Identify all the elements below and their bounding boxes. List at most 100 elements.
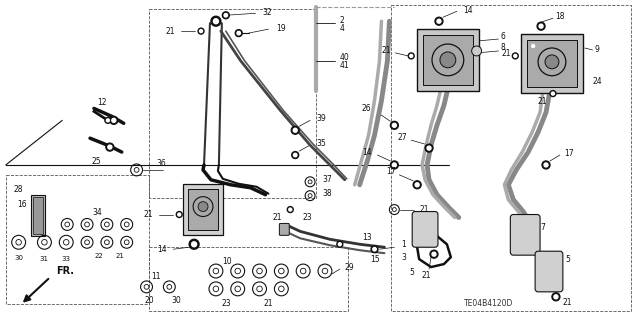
FancyBboxPatch shape: [183, 184, 223, 235]
Circle shape: [554, 295, 558, 299]
Circle shape: [106, 119, 109, 122]
Bar: [150, 9, 316, 198]
Text: 28: 28: [13, 185, 22, 194]
Text: 21: 21: [115, 253, 124, 259]
Text: 29: 29: [345, 263, 355, 271]
Text: 21: 21: [563, 298, 572, 307]
Circle shape: [440, 52, 456, 68]
Circle shape: [432, 252, 436, 256]
Circle shape: [408, 53, 414, 59]
Circle shape: [105, 117, 111, 123]
Circle shape: [236, 30, 242, 37]
Circle shape: [550, 91, 556, 97]
Circle shape: [542, 161, 550, 169]
Text: 26: 26: [362, 104, 372, 113]
FancyBboxPatch shape: [412, 211, 438, 247]
Circle shape: [289, 208, 292, 211]
Circle shape: [552, 293, 560, 301]
Circle shape: [213, 19, 218, 24]
Text: 10: 10: [222, 256, 232, 266]
Text: 23: 23: [221, 299, 230, 308]
Text: 20: 20: [145, 296, 154, 305]
Text: 25: 25: [91, 158, 100, 167]
Circle shape: [415, 183, 419, 187]
Text: 11: 11: [152, 272, 161, 281]
Text: 21: 21: [421, 271, 431, 280]
Circle shape: [413, 181, 421, 189]
Text: 16: 16: [17, 200, 27, 209]
Circle shape: [108, 145, 112, 149]
Circle shape: [410, 55, 413, 57]
FancyBboxPatch shape: [510, 214, 540, 255]
Circle shape: [292, 152, 299, 159]
Circle shape: [552, 92, 554, 95]
Circle shape: [222, 12, 229, 19]
Circle shape: [293, 128, 297, 132]
Text: 21: 21: [502, 49, 511, 58]
Text: 15: 15: [370, 255, 380, 263]
Circle shape: [512, 53, 518, 59]
Text: 9: 9: [595, 46, 600, 55]
Text: 14: 14: [463, 6, 472, 15]
Circle shape: [176, 211, 182, 218]
Text: 21: 21: [144, 210, 154, 219]
Text: 1: 1: [401, 240, 406, 249]
Bar: [423, 35, 473, 85]
Circle shape: [198, 28, 204, 34]
Circle shape: [211, 16, 221, 26]
Text: 17: 17: [564, 149, 573, 158]
Text: 32: 32: [262, 8, 272, 17]
Circle shape: [200, 30, 202, 33]
Bar: [527, 40, 577, 87]
Text: 30: 30: [172, 296, 181, 305]
Circle shape: [435, 17, 443, 25]
Bar: [33, 197, 44, 234]
Text: 12: 12: [97, 98, 107, 107]
Text: 23: 23: [302, 213, 312, 222]
Text: 5: 5: [566, 255, 571, 263]
Text: 21: 21: [538, 97, 547, 106]
Bar: [31, 195, 45, 236]
Text: 21: 21: [419, 205, 429, 214]
Circle shape: [189, 239, 199, 249]
Text: 24: 24: [593, 77, 602, 86]
Text: 39: 39: [316, 114, 326, 123]
Text: 41: 41: [340, 61, 349, 70]
Bar: [150, 247, 348, 311]
Text: 18: 18: [555, 12, 564, 21]
Text: 21: 21: [382, 47, 392, 56]
Circle shape: [425, 144, 433, 152]
Circle shape: [291, 126, 299, 134]
Circle shape: [430, 250, 438, 258]
Circle shape: [427, 146, 431, 150]
Text: 2: 2: [340, 16, 344, 25]
Text: 21: 21: [264, 299, 273, 308]
Circle shape: [237, 31, 241, 35]
Circle shape: [472, 46, 481, 56]
Circle shape: [339, 243, 341, 246]
Circle shape: [537, 22, 545, 30]
Text: 35: 35: [316, 139, 326, 148]
Circle shape: [191, 242, 196, 247]
Circle shape: [106, 143, 114, 151]
Circle shape: [532, 45, 534, 48]
Text: 27: 27: [397, 133, 407, 142]
Text: 21: 21: [166, 26, 175, 36]
Text: 31: 31: [40, 256, 49, 262]
Circle shape: [392, 163, 396, 167]
Circle shape: [539, 24, 543, 28]
Bar: [6, 175, 150, 304]
Text: 14: 14: [157, 245, 166, 254]
Circle shape: [437, 19, 441, 23]
Circle shape: [294, 153, 297, 157]
Text: 6: 6: [500, 32, 506, 41]
Circle shape: [372, 248, 376, 251]
Text: 7: 7: [540, 223, 545, 232]
Text: 17: 17: [386, 167, 396, 176]
Circle shape: [514, 55, 516, 57]
Text: 36: 36: [156, 160, 166, 168]
Circle shape: [198, 202, 208, 211]
Text: TE04B4120D: TE04B4120D: [464, 299, 513, 308]
Circle shape: [110, 116, 118, 124]
Circle shape: [392, 123, 396, 127]
